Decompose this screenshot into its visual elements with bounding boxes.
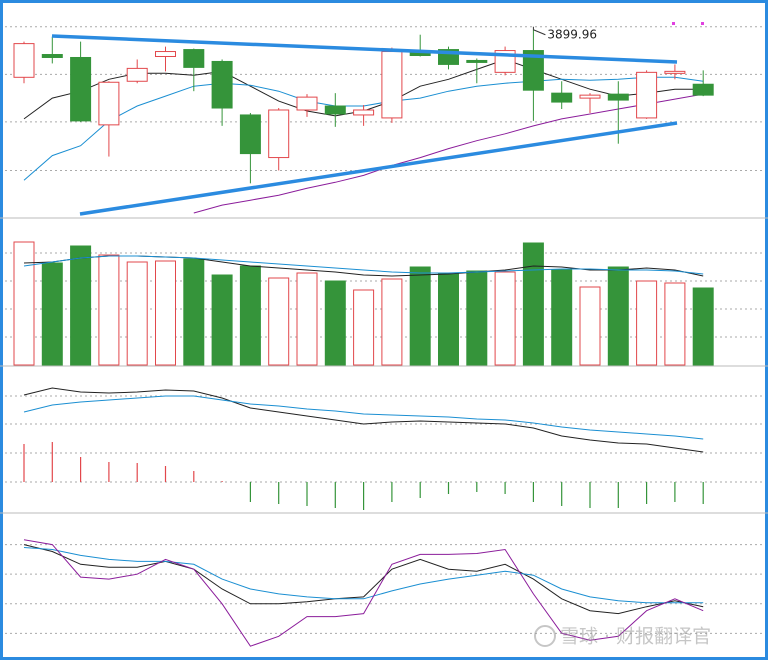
candle-body [268,109,290,159]
indicator-line [23,395,704,440]
volume-bar [13,241,35,366]
candle-body [126,67,148,82]
candle-body [522,50,544,91]
volume-bar [324,280,346,366]
trend-line [79,121,678,216]
volume-bar [522,242,544,366]
candle-body [41,54,63,58]
indicator-line [23,255,704,275]
candle-body [211,60,233,109]
volume-bar [607,266,629,366]
volume-bar [438,273,459,366]
candle-body [636,71,658,119]
watermark-icon [534,625,556,647]
annotation-label: 3899.96 [547,27,597,41]
candle-body [466,59,488,63]
candle-body [551,92,573,103]
indicator-line [23,387,704,453]
candle-body [664,70,686,74]
indicator-line [23,547,704,604]
layers: 3899.96 [0,26,768,647]
candle-body [353,109,375,116]
volume-bar [692,287,714,366]
volume-bar [98,254,120,366]
volume-bar [466,270,488,366]
candle-body [239,114,261,155]
volume-bar [381,278,403,366]
indicator-line [23,539,704,647]
volume-bar [579,286,601,366]
volume-bar [155,260,176,366]
volume-bar [41,262,63,366]
volume-bar [268,277,290,366]
marker-dot [701,22,704,25]
candle-body [692,83,714,96]
volume-bar [126,261,148,366]
candle-body [579,94,601,99]
volume-bar [494,271,516,366]
candle-body [296,96,318,111]
volume-bar [636,280,658,366]
candle-body [183,49,205,68]
volume-bar [664,282,686,366]
watermark: 雪球 · 财报翻译官 [534,625,711,648]
candle-body [381,51,403,119]
volume-bar [353,289,375,366]
candle-body [98,81,120,126]
annotation-leader [532,26,546,36]
volume-bar [239,265,261,366]
trend-line [51,34,678,64]
candle-body [13,43,35,78]
marker-dot [672,22,675,25]
watermark-text: 雪球 · 财报翻译官 [560,626,711,648]
candle-body [155,51,176,57]
candle-body [607,93,629,101]
volume-bar [409,266,431,366]
indicator-line [23,544,704,615]
candle-body [324,105,346,115]
volume-bar [211,274,233,366]
volume-bar [183,258,205,366]
candle-body [70,56,92,122]
volume-bar [296,272,318,366]
volume-bar [70,245,92,366]
volume-bar [551,269,573,366]
